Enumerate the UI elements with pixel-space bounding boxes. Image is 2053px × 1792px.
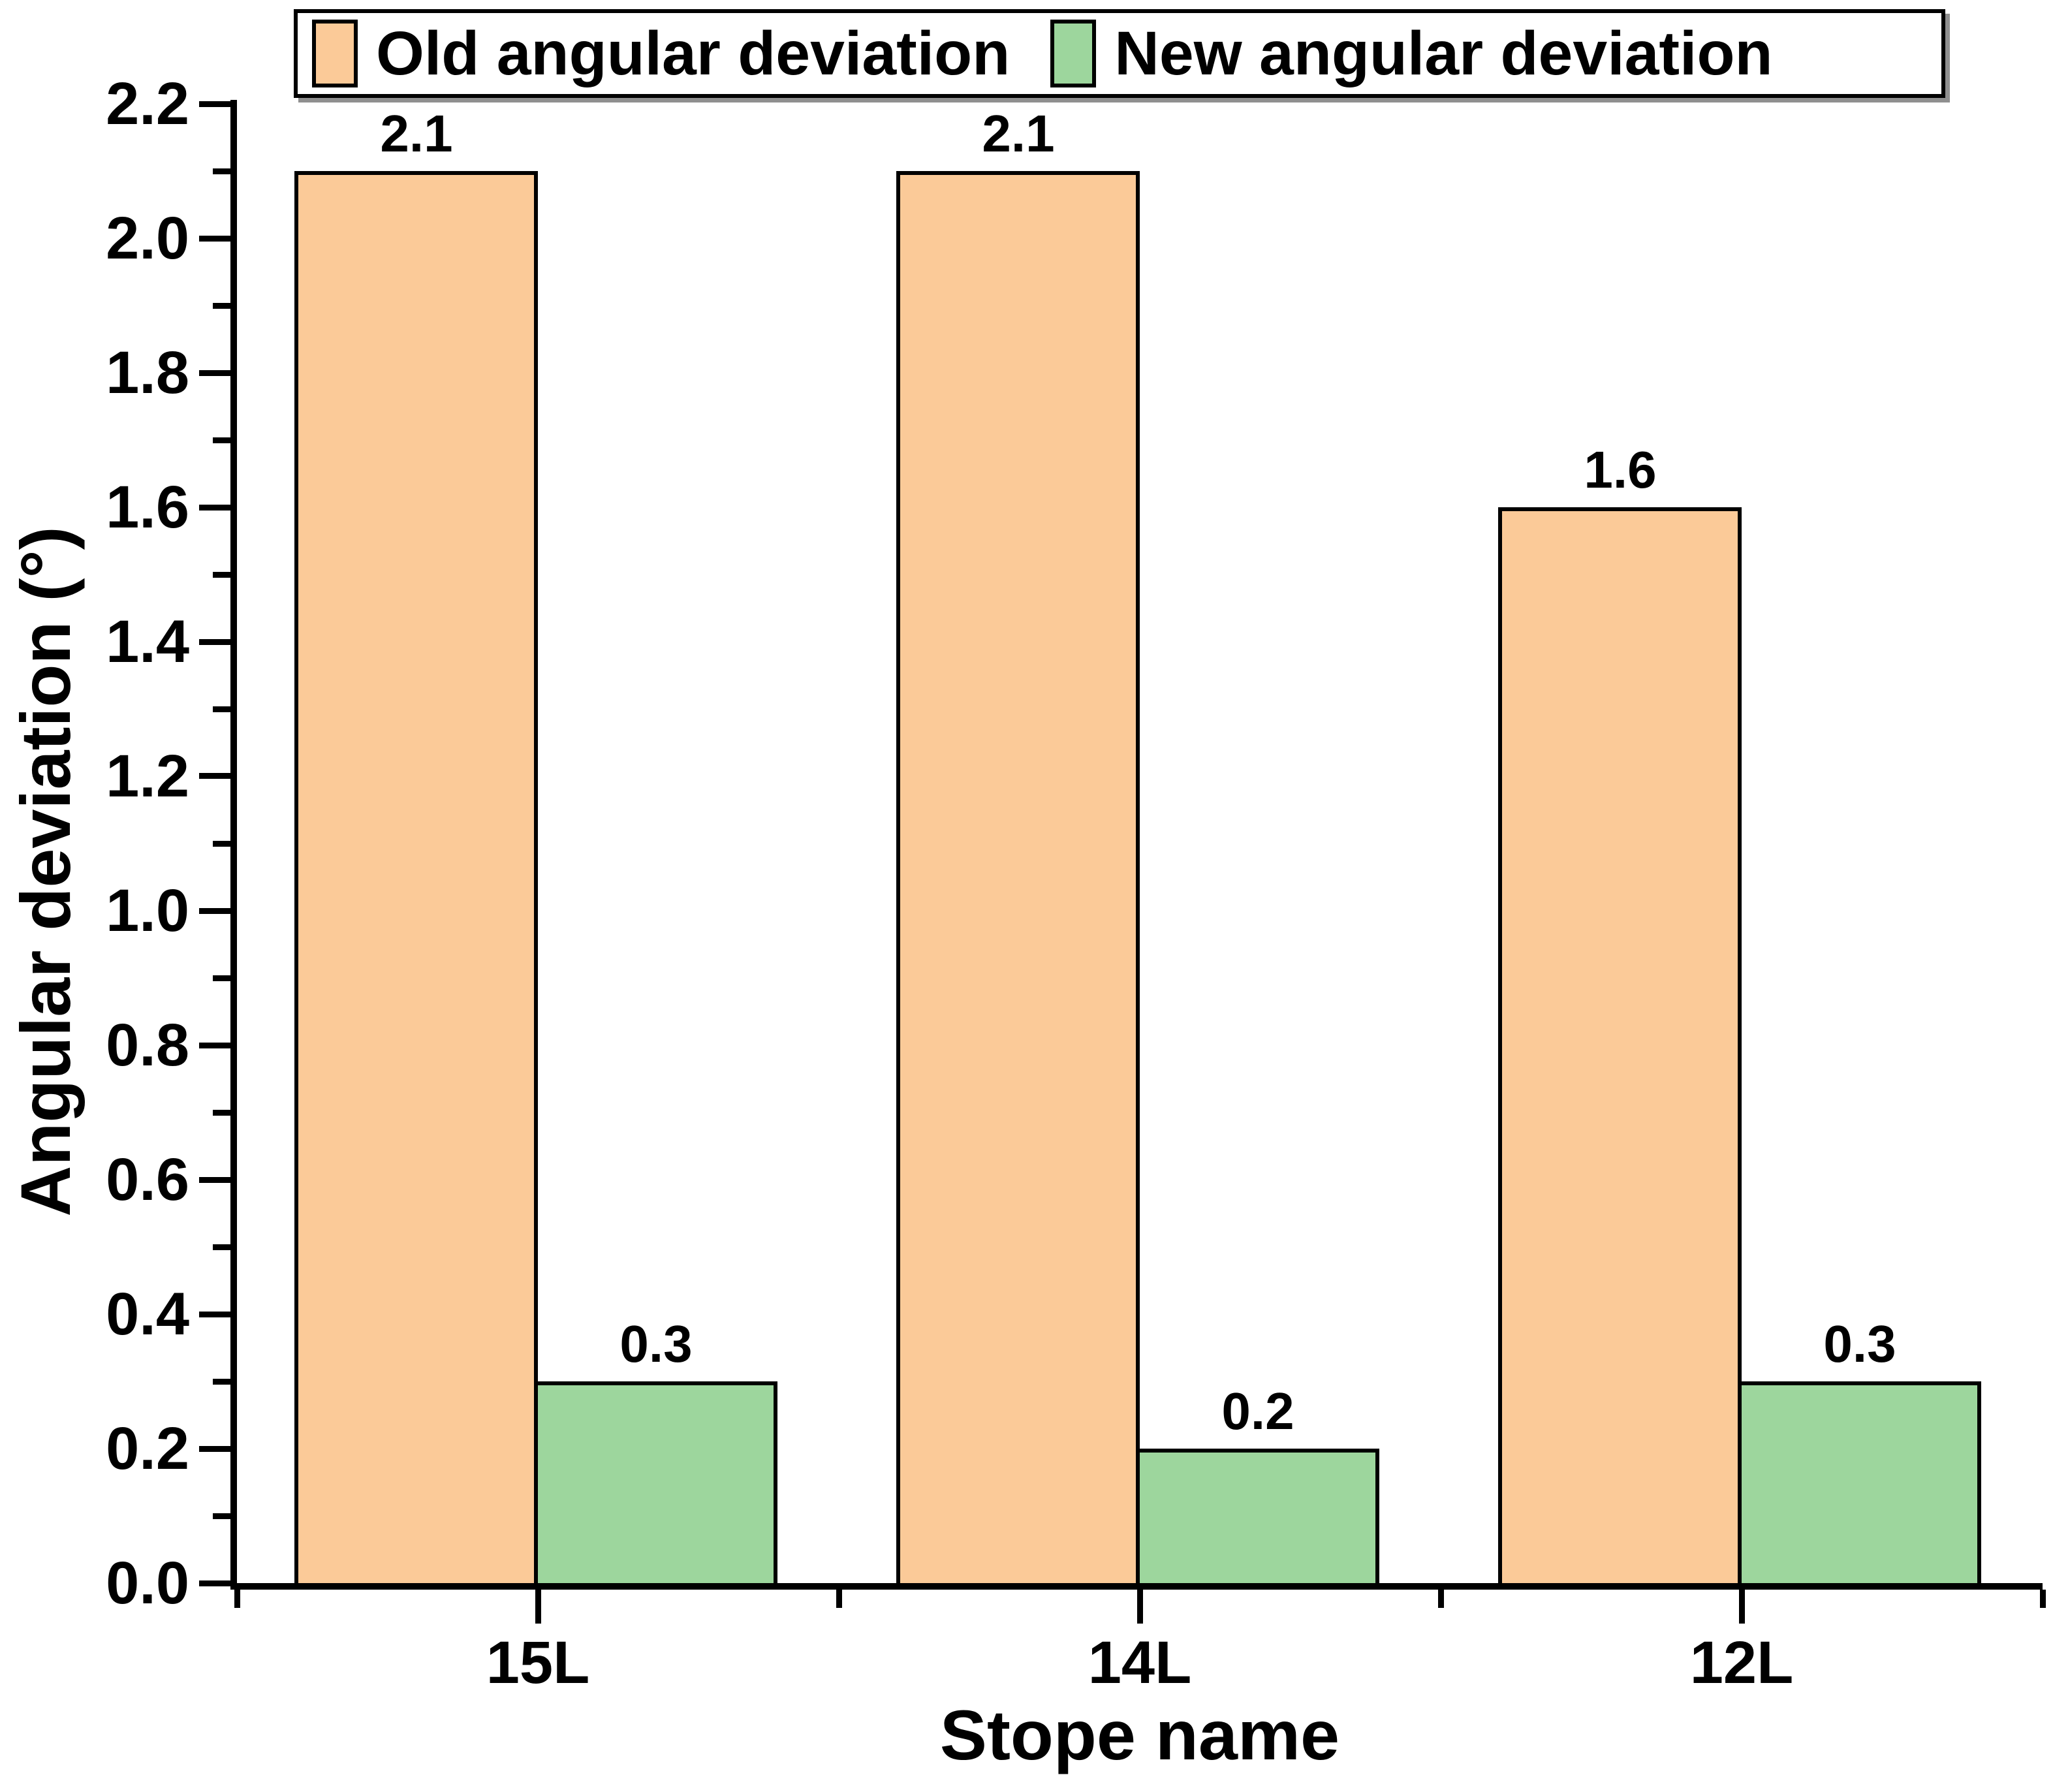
y-tick-label: 0.0 — [106, 1550, 189, 1616]
x-major-tick — [1739, 1590, 1745, 1624]
x-minor-tick — [2040, 1590, 2046, 1608]
x-major-tick — [1137, 1590, 1143, 1624]
y-major-tick — [199, 639, 230, 645]
x-tick-label: 12L — [1689, 1629, 1794, 1696]
y-major-tick — [199, 505, 230, 511]
x-minor-tick — [1438, 1590, 1444, 1608]
y-minor-tick — [213, 1110, 230, 1116]
y-tick-label: 1.8 — [106, 339, 189, 406]
y-major-tick — [199, 1580, 230, 1586]
y-minor-tick — [213, 706, 230, 712]
y-tick-label: 1.6 — [106, 474, 189, 541]
x-minor-tick — [836, 1590, 842, 1608]
y-tick-label: 1.4 — [106, 608, 189, 675]
bar-old-angular-deviation-12L — [1498, 507, 1742, 1587]
y-tick-label: 1.0 — [106, 877, 189, 944]
bar-value-label: 2.1 — [380, 104, 453, 163]
y-tick-label: 0.4 — [106, 1281, 189, 1347]
y-minor-tick — [213, 975, 230, 981]
y-major-tick — [199, 101, 230, 107]
y-major-tick — [199, 1446, 230, 1452]
y-minor-tick — [213, 572, 230, 578]
y-minor-tick — [213, 841, 230, 847]
x-major-tick — [535, 1590, 541, 1624]
x-axis-line — [230, 1583, 2043, 1590]
y-minor-tick — [213, 168, 230, 174]
y-major-tick — [199, 773, 230, 779]
bar-old-angular-deviation-14L — [896, 171, 1140, 1587]
legend-swatch-old-series — [312, 20, 358, 87]
bar-value-label: 2.1 — [982, 104, 1055, 163]
bar-old-angular-deviation-15L — [294, 171, 538, 1587]
bar-value-label: 1.6 — [1584, 441, 1657, 499]
y-major-tick — [199, 908, 230, 914]
y-minor-tick — [213, 303, 230, 309]
y-major-tick — [199, 236, 230, 242]
y-minor-tick — [213, 437, 230, 443]
y-major-tick — [199, 1043, 230, 1048]
y-tick-label: 0.6 — [106, 1146, 189, 1213]
legend-label-new-series: New angular deviation — [1114, 19, 1773, 88]
y-minor-tick — [213, 1379, 230, 1385]
y-minor-tick — [213, 1513, 230, 1519]
y-major-tick — [199, 1312, 230, 1317]
y-tick-label: 0.8 — [106, 1012, 189, 1078]
y-tick-label: 2.0 — [106, 205, 189, 272]
x-minor-tick — [234, 1590, 240, 1608]
legend-swatch-new-series — [1050, 20, 1097, 87]
x-axis-title: Stope name — [939, 1695, 1340, 1774]
bar-new-angular-deviation-12L — [1738, 1381, 1981, 1587]
y-tick-label: 2.2 — [106, 71, 189, 137]
y-major-tick — [199, 1177, 230, 1183]
legend-label-old-series: Old angular deviation — [376, 19, 1011, 88]
legend: Old angular deviation New angular deviat… — [294, 9, 1945, 98]
bar-value-label: 0.3 — [1823, 1315, 1896, 1373]
bar-value-label: 0.3 — [619, 1315, 693, 1373]
y-minor-tick — [213, 1244, 230, 1250]
bar-new-angular-deviation-14L — [1136, 1449, 1379, 1587]
bar-value-label: 0.2 — [1221, 1382, 1294, 1440]
y-tick-label: 0.2 — [106, 1415, 189, 1482]
y-tick-label: 1.2 — [106, 743, 189, 810]
x-tick-label: 14L — [1088, 1629, 1192, 1696]
y-axis-line — [230, 100, 237, 1590]
y-major-tick — [199, 370, 230, 376]
bar-new-angular-deviation-15L — [534, 1381, 777, 1587]
x-tick-label: 15L — [486, 1629, 590, 1696]
